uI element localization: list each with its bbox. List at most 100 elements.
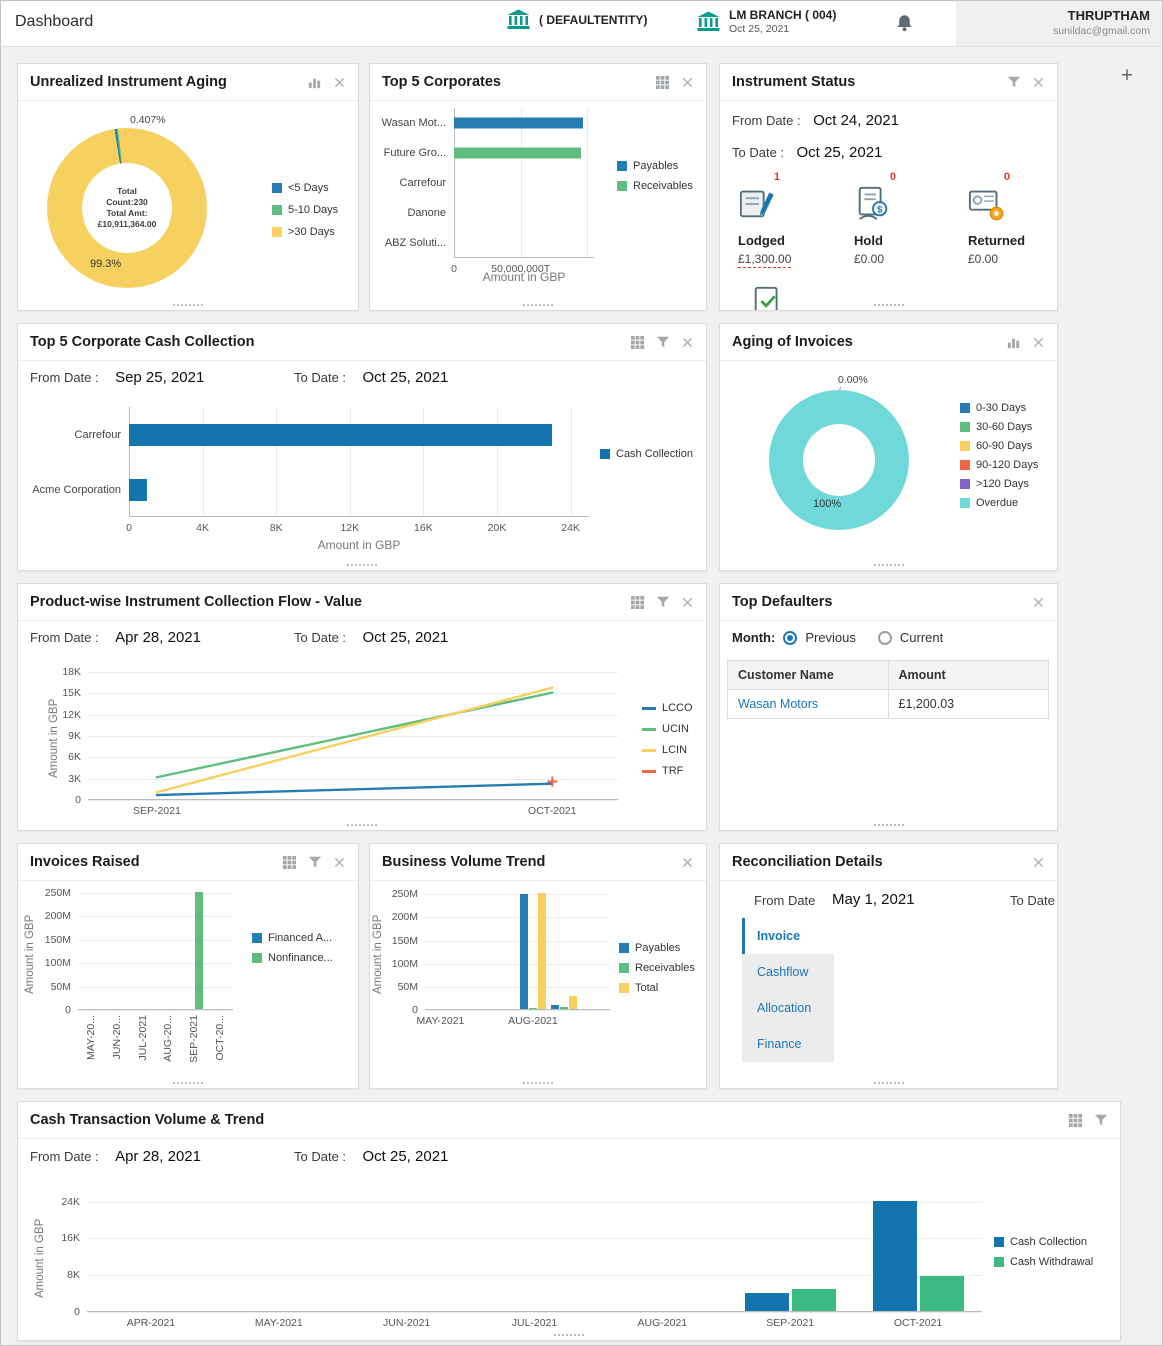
legend-item[interactable]: TRF	[642, 765, 693, 777]
close-icon[interactable]	[681, 856, 694, 869]
tab-cashflow[interactable]: Cashflow	[757, 965, 809, 979]
from-date-label: From Date	[754, 893, 816, 908]
legend-swatch	[994, 1237, 1004, 1247]
legend-item[interactable]: >30 Days	[272, 226, 338, 238]
category-label: Carrefour	[399, 177, 446, 189]
widget-resize-handle[interactable]	[554, 1334, 584, 1336]
close-icon[interactable]	[1032, 596, 1045, 609]
radio-current[interactable]	[877, 630, 892, 645]
gridline	[88, 800, 618, 801]
legend-item[interactable]: Payables	[617, 160, 693, 172]
legend-item[interactable]: Overdue	[960, 497, 1038, 509]
legend-item[interactable]: <5 Days	[272, 182, 338, 194]
widget-title: Top 5 Corporate Cash Collection	[30, 334, 255, 350]
chart-legend: Payables Receivables Total	[619, 942, 695, 994]
tab-finance[interactable]: Finance	[757, 1037, 802, 1051]
table-view-icon[interactable]	[630, 595, 645, 610]
legend-item[interactable]: UCIN	[642, 723, 693, 735]
widget-resize-handle[interactable]	[873, 564, 904, 566]
filter-icon[interactable]	[308, 855, 322, 869]
legend-item[interactable]: 90-120 Days	[960, 459, 1038, 471]
widget-resize-handle[interactable]	[873, 1082, 904, 1084]
filter-icon[interactable]	[1007, 75, 1021, 89]
legend-item[interactable]: LCIN	[642, 744, 693, 756]
user-profile[interactable]: THRUPTHAM sunildac@gmail.com	[956, 1, 1162, 46]
legend-swatch	[960, 422, 970, 432]
legend-label: LCCO	[662, 702, 693, 714]
close-icon[interactable]	[1032, 856, 1045, 869]
widget-title: Unrealized Instrument Aging	[30, 74, 227, 90]
legend-item[interactable]: Nonfinance...	[252, 952, 333, 964]
legend-item[interactable]: Total	[619, 982, 695, 994]
legend-item[interactable]: Cash Withdrawal	[994, 1256, 1093, 1268]
close-icon[interactable]	[681, 596, 694, 609]
legend-swatch	[994, 1257, 1004, 1267]
table-view-icon[interactable]	[655, 75, 670, 90]
widget-resize-handle[interactable]	[523, 304, 553, 306]
entity-selector[interactable]: ( DEFAULTENTITY)	[506, 8, 647, 32]
widget-resize-handle[interactable]	[347, 824, 377, 826]
filter-icon[interactable]	[656, 595, 670, 609]
radio-previous-label[interactable]: Previous	[805, 630, 856, 645]
close-icon[interactable]	[1032, 76, 1045, 89]
widget-resize-handle[interactable]	[873, 824, 904, 826]
table-row[interactable]: Wasan Motors £1,200.03	[727, 689, 1049, 719]
close-icon[interactable]	[681, 76, 694, 89]
invoices-donut-chart: 100%	[769, 390, 909, 530]
widget-resize-handle[interactable]	[873, 304, 904, 306]
legend-item[interactable]: 60-90 Days	[960, 440, 1038, 452]
legend-item[interactable]: Receivables	[617, 180, 693, 192]
legend-item[interactable]: 30-60 Days	[960, 421, 1038, 433]
status-item-returned[interactable]: 0 Returned £0.00	[968, 171, 1026, 266]
status-item-lodged[interactable]: 1 Lodged £1,300.00	[738, 171, 792, 268]
close-icon[interactable]	[333, 76, 346, 89]
add-widget-button[interactable]: +	[1120, 64, 1134, 87]
bar-chart-icon[interactable]	[1006, 335, 1021, 350]
status-item-hold[interactable]: 0 $ Hold £0.00	[854, 171, 896, 266]
y-axis-title: Amount in GBP	[48, 698, 60, 778]
legend-item[interactable]: Receivables	[619, 962, 695, 974]
legend-item[interactable]: LCCO	[642, 702, 693, 714]
close-icon[interactable]	[333, 856, 346, 869]
widget-resize-handle[interactable]	[173, 1082, 203, 1084]
table-view-icon[interactable]	[630, 335, 645, 350]
widget-resize-handle[interactable]	[173, 304, 203, 306]
close-icon[interactable]	[1032, 336, 1045, 349]
table-view-icon[interactable]	[282, 855, 297, 870]
legend-item[interactable]: Payables	[619, 942, 695, 954]
notification-bell-icon[interactable]	[894, 13, 915, 34]
category-label: OCT-20...	[214, 1015, 227, 1061]
widget-resize-handle[interactable]	[523, 1082, 553, 1084]
legend-item[interactable]: 5-10 Days	[272, 204, 338, 216]
filter-icon[interactable]	[1094, 1113, 1108, 1127]
y-axis-line	[129, 407, 130, 517]
gridline	[202, 407, 204, 517]
tab-allocation[interactable]: Allocation	[757, 1001, 812, 1015]
lodged-icon	[739, 190, 774, 218]
x-axis-line	[87, 1311, 982, 1312]
legend-swatch	[960, 498, 970, 508]
filter-icon[interactable]	[656, 335, 670, 349]
legend-label: Cash Collection	[1010, 1236, 1088, 1248]
table-view-icon[interactable]	[1068, 1113, 1083, 1128]
branch-selector[interactable]: LM BRANCH ( 004) Oct 25, 2021	[696, 8, 836, 35]
widget-resize-handle[interactable]	[347, 564, 377, 566]
legend-item[interactable]: Cash Collection	[994, 1236, 1093, 1248]
bar	[568, 996, 577, 1009]
bar-chart-icon[interactable]	[307, 75, 322, 90]
legend-swatch	[642, 706, 656, 710]
reconciliation-tabs: Invoice Cashflow Allocation Finance	[742, 918, 834, 1062]
customer-name-link[interactable]: Wasan Motors	[727, 689, 889, 719]
close-icon[interactable]	[681, 336, 694, 349]
realised-icon[interactable]	[750, 284, 788, 311]
tab-invoice[interactable]: Invoice	[742, 918, 834, 954]
radio-current-label[interactable]: Current	[899, 630, 944, 645]
x-axis-line	[78, 1009, 233, 1010]
legend-item[interactable]: >120 Days	[960, 478, 1038, 490]
from-date: From Date : Sep 25, 2021	[30, 369, 205, 386]
radio-previous[interactable]	[783, 630, 798, 645]
legend-item[interactable]: Cash Collection	[600, 448, 693, 460]
legend-item[interactable]: Financed A...	[252, 932, 333, 944]
legend-item[interactable]: 0-30 Days	[960, 402, 1038, 414]
bank-icon	[697, 11, 720, 31]
